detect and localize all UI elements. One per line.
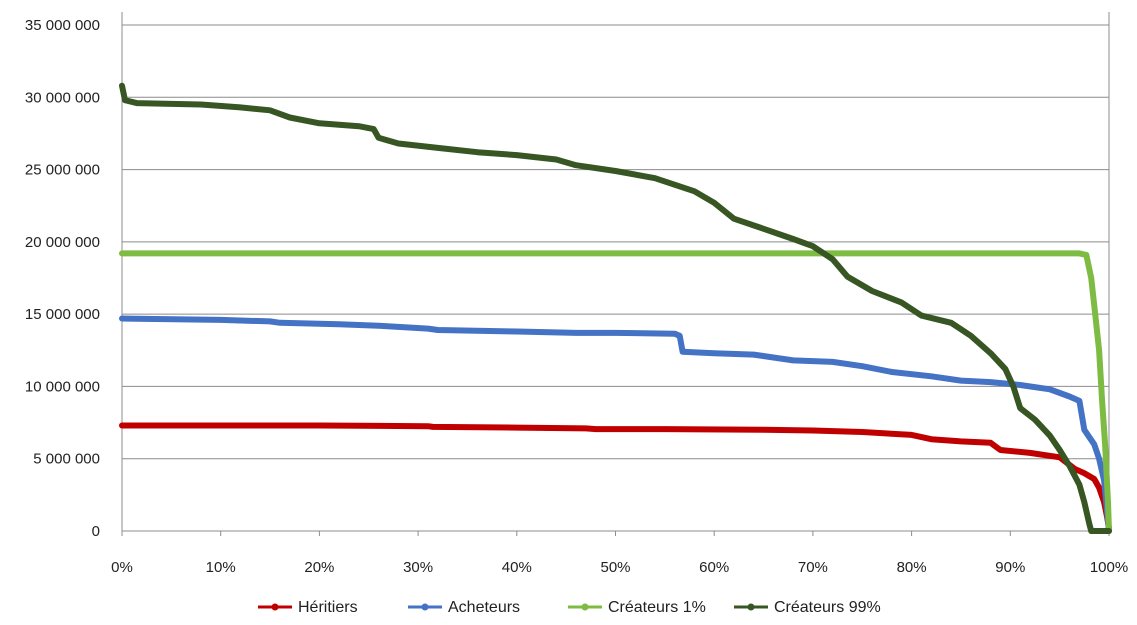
series-line-1 <box>119 422 1112 532</box>
y-tick-label: 10 000 000 <box>25 378 100 395</box>
legend: Héritiers Acheteurs Créateurs 1% Créateurs … <box>258 599 881 616</box>
y-tick-label: 30 000 000 <box>25 89 100 106</box>
legend-item: Héritiers <box>258 599 358 616</box>
legend-swatch-marker <box>271 603 279 611</box>
x-tick-label: 80% <box>897 559 927 576</box>
legend-item: Acheteurs <box>408 599 520 616</box>
x-axis-tick-labels: 0% 10% 20% 30% 40% 50% 60% 70% 80% 90% 100% <box>111 559 1128 576</box>
series-line-2 <box>119 315 1112 534</box>
x-tick-label: 20% <box>304 559 334 576</box>
x-tick-label: 90% <box>995 559 1025 576</box>
y-tick-label: 35 000 000 <box>25 17 100 34</box>
legend-swatch-marker <box>747 603 755 611</box>
x-tick-label: 70% <box>798 559 828 576</box>
legend-swatch-marker <box>421 603 429 611</box>
x-tick-label: 40% <box>502 559 532 576</box>
legend-item: Créateurs 99% <box>734 599 881 616</box>
legend-swatch-marker <box>581 603 589 611</box>
legend-label: Acheteurs <box>448 599 520 616</box>
y-tick-label: 15 000 000 <box>25 306 100 323</box>
y-tick-label: 25 000 000 <box>25 162 100 179</box>
x-tick-label: 50% <box>600 559 630 576</box>
x-tick-label: 10% <box>206 559 236 576</box>
x-tick-label: 60% <box>699 559 729 576</box>
legend-item: Créateurs 1% <box>568 599 706 616</box>
y-axis-tick-labels: 0 5 000 000 10 000 000 15 000 000 20 000 000… <box>25 17 100 540</box>
legend-label: Créateurs 99% <box>774 599 881 616</box>
axes <box>121 12 1110 536</box>
x-tick-label: 30% <box>403 559 433 576</box>
x-tick-label: 100% <box>1090 559 1128 576</box>
y-tick-label: 20 000 000 <box>25 234 100 251</box>
series-line-3 <box>119 250 1112 534</box>
legend-label: Créateurs 1% <box>608 599 706 616</box>
series-line-4 <box>119 82 1112 534</box>
gridlines <box>122 24 1109 460</box>
series-lines <box>119 82 1112 534</box>
x-tick-label: 0% <box>111 559 133 576</box>
y-tick-label: 5 000 000 <box>33 451 100 468</box>
y-tick-label: 0 <box>92 523 100 540</box>
legend-label: Héritiers <box>298 599 358 616</box>
